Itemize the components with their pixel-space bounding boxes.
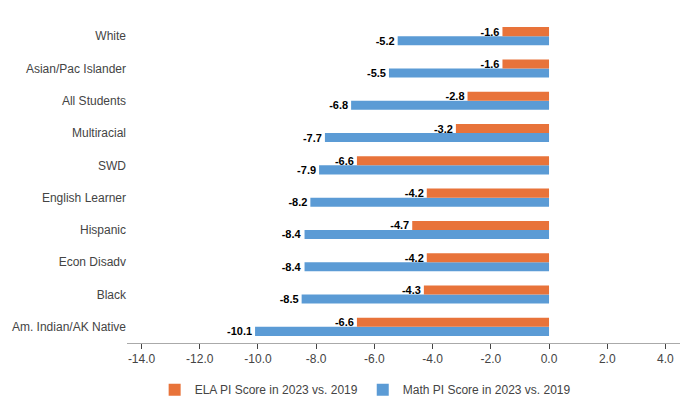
svg-text:-4.0: -4.0	[422, 352, 443, 366]
svg-text:-7.7: -7.7	[303, 132, 322, 144]
svg-text:-10.1: -10.1	[227, 325, 252, 337]
svg-text:-1.6: -1.6	[480, 58, 499, 70]
svg-text:-2.8: -2.8	[446, 90, 465, 102]
svg-text:4.0: 4.0	[657, 352, 674, 366]
svg-text:-5.5: -5.5	[367, 67, 386, 79]
svg-text:White: White	[95, 29, 126, 43]
svg-text:-3.2: -3.2	[434, 123, 453, 135]
svg-text:-1.6: -1.6	[480, 26, 499, 38]
svg-text:-8.4: -8.4	[282, 228, 302, 240]
svg-text:-6.8: -6.8	[329, 99, 348, 111]
svg-text:-14.0: -14.0	[128, 352, 156, 366]
svg-text:ELA PI Score in 2023 vs. 2019: ELA PI Score in 2023 vs. 2019	[195, 383, 358, 397]
svg-text:All Students: All Students	[62, 94, 126, 108]
svg-text:-6.0: -6.0	[364, 352, 385, 366]
svg-text:-8.0: -8.0	[306, 352, 327, 366]
svg-text:Multiracial: Multiracial	[72, 126, 126, 140]
svg-text:-5.2: -5.2	[376, 35, 395, 47]
svg-text:-8.5: -8.5	[280, 293, 299, 305]
svg-text:Hispanic: Hispanic	[80, 223, 126, 237]
svg-text:2.0: 2.0	[599, 352, 616, 366]
svg-text:SWD: SWD	[98, 159, 126, 173]
svg-text:Am. Indian/AK Native: Am. Indian/AK Native	[12, 320, 126, 334]
svg-text:-8.4: -8.4	[282, 261, 302, 273]
svg-text:-4.7: -4.7	[390, 219, 409, 231]
svg-text:-10.0: -10.0	[244, 352, 272, 366]
svg-text:Math PI Score in 2023 vs. 2019: Math PI Score in 2023 vs. 2019	[403, 383, 571, 397]
svg-text:0.0: 0.0	[541, 352, 558, 366]
svg-text:Asian/Pac Islander: Asian/Pac Islander	[26, 62, 126, 76]
svg-text:-6.6: -6.6	[335, 316, 354, 328]
svg-text:-12.0: -12.0	[186, 352, 214, 366]
svg-text:-2.0: -2.0	[480, 352, 501, 366]
svg-text:-7.9: -7.9	[297, 164, 316, 176]
svg-text:-4.2: -4.2	[405, 252, 424, 264]
svg-text:-6.6: -6.6	[335, 155, 354, 167]
svg-text:-4.3: -4.3	[402, 284, 421, 296]
svg-text:-4.2: -4.2	[405, 187, 424, 199]
svg-text:English Learner: English Learner	[42, 191, 126, 205]
svg-text:Black: Black	[97, 288, 127, 302]
svg-text:Econ Disadv: Econ Disadv	[59, 255, 126, 269]
svg-text:-8.2: -8.2	[288, 196, 307, 208]
